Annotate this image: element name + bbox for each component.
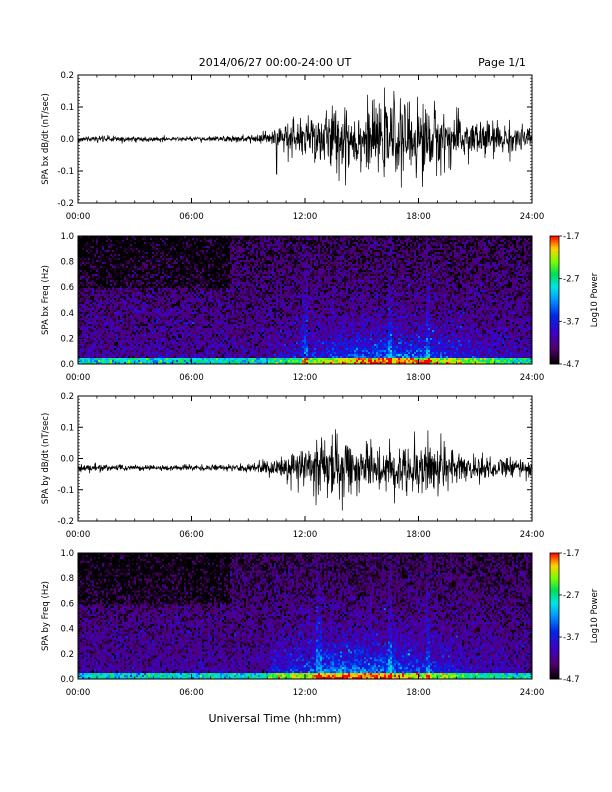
y-tick-label: -0.1 <box>57 167 74 177</box>
x-tick-label: 00:00 <box>66 212 91 222</box>
y-tick-label: 0.2 <box>60 71 74 81</box>
heatmap-cells <box>78 236 532 364</box>
figure: 2014/06/27 00:00-24:00 UT Page 1/1 Unive… <box>0 0 612 792</box>
x-tick-label: 06:00 <box>179 212 204 222</box>
x-tick-label: 18:00 <box>406 212 431 222</box>
page-number: Page 1/1 <box>478 56 526 69</box>
y-axis-title: SPA bx dB/dt (nT/sec) <box>41 93 51 185</box>
y-tick-label: 0.1 <box>60 103 74 113</box>
y-tick-label: 0.0 <box>60 135 74 145</box>
x-axis-title: Universal Time (hh:mm) <box>209 712 342 725</box>
bx-time-series-panel: 00:00 06:00 12:00 18:00 24:00 0.2 0.1 0.0 -0.1 -0… <box>41 71 544 222</box>
y-tick-label: -0.2 <box>57 199 74 209</box>
x-tick-label: 24:00 <box>520 212 545 222</box>
series-line <box>78 88 532 188</box>
page-title: 2014/06/27 00:00-24:00 UT <box>199 56 352 69</box>
x-tick-label: 12:00 <box>293 212 318 222</box>
